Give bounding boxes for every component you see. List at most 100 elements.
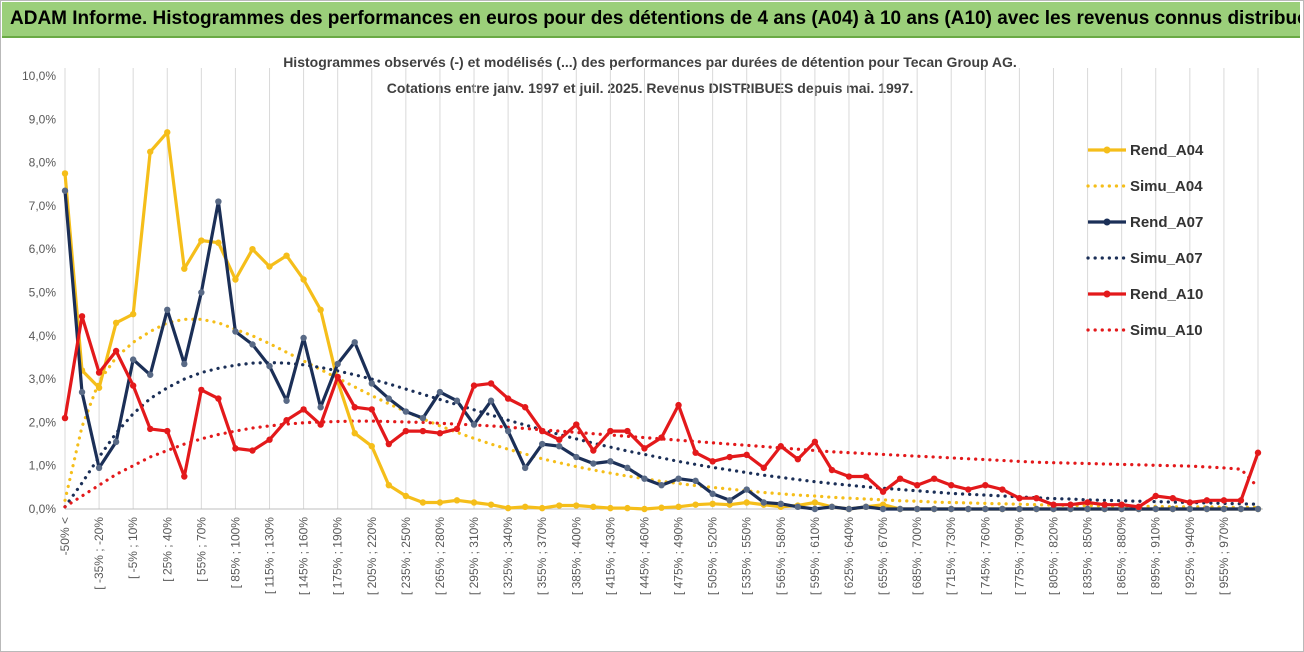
data-point — [317, 404, 324, 411]
x-tick-label: [ -5% ; 10% — [126, 517, 140, 579]
data-point — [215, 395, 222, 402]
x-tick-label: [ 475% ; 490% — [672, 517, 686, 595]
data-point — [1016, 505, 1023, 513]
x-tick-label: [ 565% ; 580% — [774, 517, 788, 595]
data-point — [811, 438, 819, 446]
y-axis: 0,0% 1,0% 2,0% 3,0% 4,0% 5,0% 6,0% 7,0% 8,0% 9,0%… — [22, 69, 56, 516]
x-tick-label: [ 175% ; 190% — [331, 517, 345, 595]
legend-item-Simu_A07: Simu_A07 — [1086, 250, 1203, 267]
data-point — [61, 187, 69, 194]
legend: Rend_A04 Simu_A04 Rend_A07 Simu_A07 Rend_A10… — [1086, 142, 1204, 339]
data-point — [283, 397, 290, 404]
data-point — [470, 499, 478, 506]
data-point — [232, 445, 239, 452]
data-point — [1220, 505, 1228, 513]
series-line-Rend_A10 — [63, 314, 1260, 509]
y-tick-label: 8,0% — [29, 156, 57, 170]
data-point — [1186, 499, 1194, 506]
x-tick-label: [ 265% ; 280% — [433, 517, 447, 595]
data-point — [283, 417, 290, 424]
data-point — [147, 148, 154, 155]
data-point — [419, 499, 427, 506]
data-point — [1118, 501, 1125, 508]
series-Simu_A04 — [63, 317, 1260, 509]
x-tick-label: [ 685% ; 700% — [910, 517, 924, 595]
y-tick-label: 1,0% — [29, 459, 57, 473]
data-point — [470, 382, 478, 389]
x-tick-label: [ 535% ; 550% — [740, 517, 754, 595]
data-point — [112, 347, 120, 355]
series-Simu_A10 — [63, 419, 1260, 509]
data-point — [1101, 501, 1108, 508]
data-point — [641, 505, 648, 513]
data-point — [1254, 505, 1262, 513]
x-tick-label: [ -35% ; -20% — [92, 517, 106, 590]
data-point — [811, 505, 819, 513]
x-tick-label: [ 655% ; 670% — [876, 517, 890, 595]
legend-label: Simu_A10 — [1130, 322, 1203, 339]
data-point — [675, 401, 682, 409]
data-point — [1186, 505, 1194, 513]
data-point — [300, 334, 307, 342]
data-point — [283, 252, 290, 259]
x-tick-label: [ 775% ; 790% — [1012, 517, 1026, 595]
data-point — [590, 503, 597, 511]
data-point — [982, 481, 989, 489]
data-point — [1237, 505, 1245, 513]
data-point — [129, 356, 137, 363]
x-tick-label: [ 205% ; 220% — [365, 517, 379, 595]
data-point — [385, 440, 393, 448]
y-tick-label: 2,0% — [29, 415, 57, 429]
data-point — [1237, 497, 1245, 504]
data-point — [556, 436, 563, 443]
data-point — [232, 276, 239, 283]
x-tick-label: [ 865% ; 880% — [1115, 517, 1129, 595]
data-point — [147, 425, 154, 433]
x-tick-label: [ 625% ; 640% — [842, 517, 856, 595]
data-point — [300, 276, 307, 283]
data-point — [453, 425, 461, 433]
data-point — [709, 458, 716, 465]
data-point — [624, 504, 631, 512]
x-tick-label: [ 325% ; 340% — [501, 517, 515, 595]
series-line-Simu_A10 — [63, 419, 1260, 509]
data-point — [760, 499, 767, 506]
y-tick-label: 9,0% — [29, 112, 57, 126]
data-point — [930, 475, 938, 482]
legend-item-Rend_A07: Rend_A07 — [1088, 214, 1203, 231]
data-point — [504, 504, 512, 512]
data-point — [453, 397, 461, 404]
data-point — [78, 388, 86, 396]
plot-area — [61, 129, 1262, 513]
data-point — [351, 339, 358, 346]
data-point — [215, 239, 222, 246]
data-point — [896, 475, 904, 482]
data-point — [368, 380, 375, 387]
series-line-Rend_A04 — [63, 130, 1258, 511]
legend-label: Rend_A07 — [1130, 214, 1203, 231]
data-point — [1169, 505, 1176, 513]
x-tick-label: -50% < — [58, 517, 72, 555]
x-tick-label: [ 25% ; 40% — [160, 517, 174, 582]
data-point — [61, 414, 69, 422]
x-tick-label: [ 415% ; 430% — [603, 517, 617, 595]
data-point — [317, 306, 324, 314]
series-Rend_A07 — [61, 187, 1262, 513]
data-point — [402, 408, 410, 415]
x-tick-label: [ 745% ; 760% — [978, 517, 992, 595]
data-point — [402, 427, 410, 435]
data-point — [675, 503, 682, 511]
data-point — [811, 499, 819, 506]
data-point — [845, 505, 853, 513]
data-point — [317, 421, 324, 428]
data-point — [965, 486, 972, 493]
data-point — [607, 427, 614, 435]
data-point — [590, 447, 597, 454]
y-tick-label: 4,0% — [29, 329, 57, 343]
data-point — [624, 464, 631, 472]
legend-label: Simu_A04 — [1130, 178, 1203, 195]
data-point — [913, 481, 921, 489]
data-point — [777, 500, 784, 508]
x-tick-label: [ 235% ; 250% — [399, 517, 413, 595]
